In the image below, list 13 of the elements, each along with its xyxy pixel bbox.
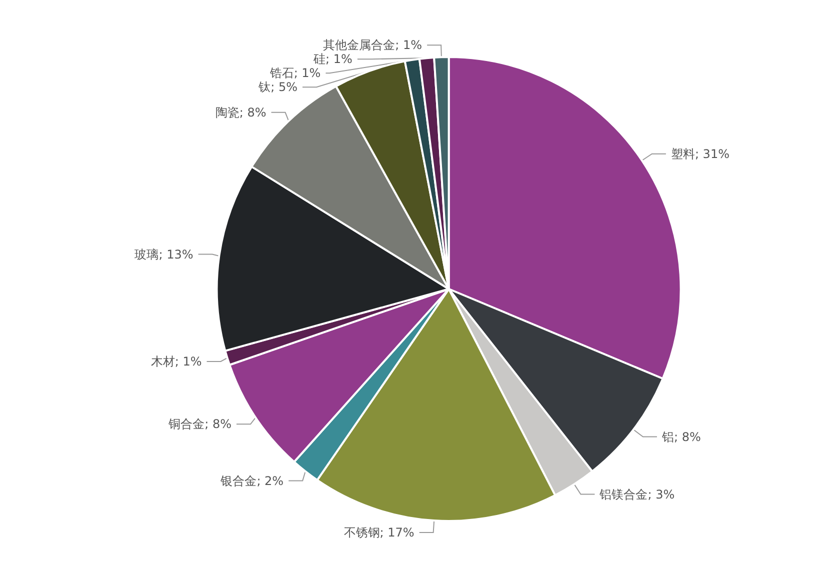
slice-label: 玻璃; 13%	[134, 247, 194, 262]
slice-label: 锆石; 1%	[268, 66, 321, 80]
slice-label: 铝镁合金; 3%	[598, 487, 675, 502]
slice-label: 木材; 1%	[150, 354, 202, 368]
slice-label: 银合金; 2%	[220, 474, 284, 488]
slice-label: 钛; 5%	[258, 80, 298, 94]
slice-label: 其他金属合金; 1%	[323, 38, 422, 52]
slice-label: 铝; 8%	[660, 430, 701, 444]
slice-label: 陶瓷; 8%	[215, 105, 266, 120]
slice-label: 不锈钢; 17%	[344, 526, 414, 540]
slice-label: 铜合金; 8%	[168, 417, 232, 432]
slice-label: 硅; 1%	[312, 52, 352, 66]
slice-label: 塑料; 31%	[670, 146, 730, 161]
